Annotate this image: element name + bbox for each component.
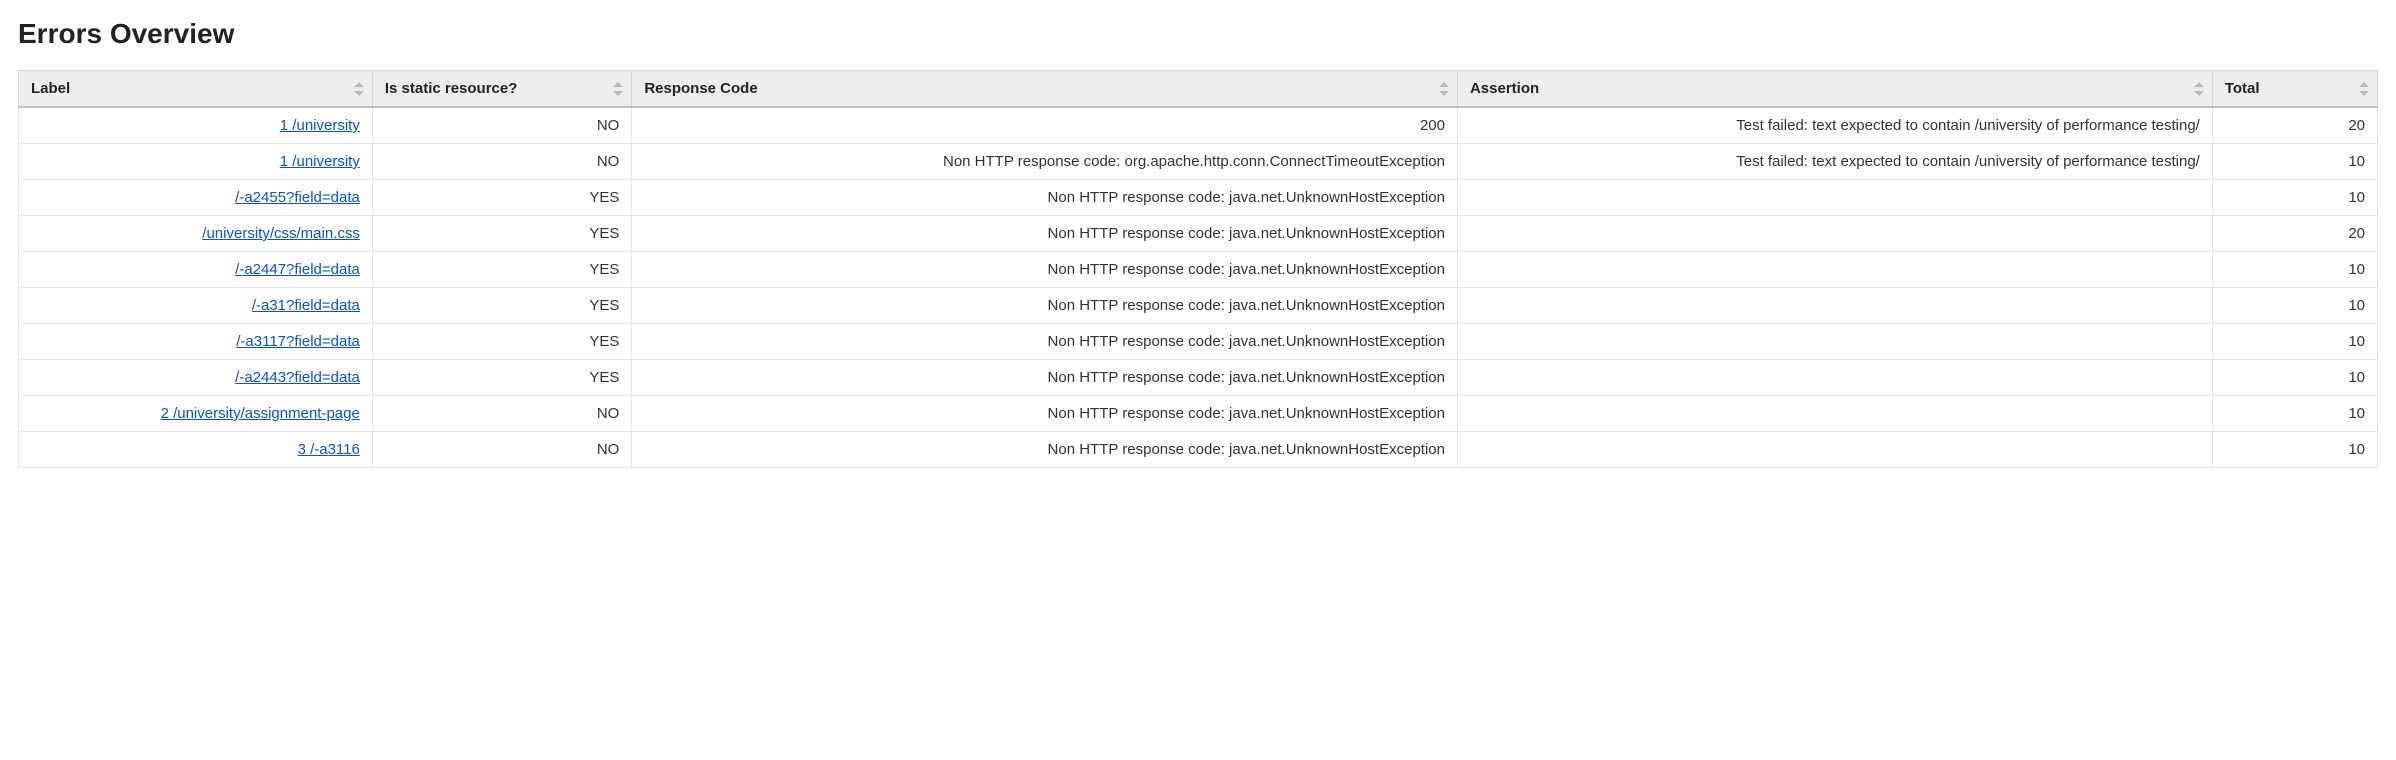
table-row: /-a3117?field=data YESNon HTTP response c… (19, 324, 2378, 360)
column-header-assertion[interactable]: Assertion (1457, 71, 2212, 108)
cell-response-code: Non HTTP response code: java.net.Unknown… (632, 288, 1458, 324)
column-header-label: Is static resource? (385, 80, 518, 97)
cell-total: 10 (2212, 396, 2377, 432)
cell-is-static: YES (372, 216, 631, 252)
label-link[interactable]: /-a31?field=data (252, 297, 360, 314)
label-link[interactable]: /-a2455?field=data (235, 189, 360, 206)
column-header-label: Label (31, 80, 70, 97)
cell-response-code: Non HTTP response code: java.net.Unknown… (632, 324, 1458, 360)
cell-total: 20 (2212, 107, 2377, 144)
cell-total: 10 (2212, 324, 2377, 360)
cell-is-static: NO (372, 144, 631, 180)
cell-assertion: Test failed: text expected to contain /u… (1457, 107, 2212, 144)
cell-assertion (1457, 432, 2212, 468)
cell-label: /-a31?field=data (19, 288, 373, 324)
cell-assertion: Test failed: text expected to contain /u… (1457, 144, 2212, 180)
table-row: /-a2447?field=data YESNon HTTP response c… (19, 252, 2378, 288)
sort-icon[interactable] (1439, 82, 1449, 96)
cell-response-code: 200 (632, 107, 1458, 144)
cell-label: /-a2447?field=data (19, 252, 373, 288)
cell-response-code: Non HTTP response code: java.net.Unknown… (632, 252, 1458, 288)
table-row: /university/css/main.css YESNon HTTP resp… (19, 216, 2378, 252)
cell-assertion (1457, 396, 2212, 432)
sort-icon[interactable] (2359, 82, 2369, 96)
cell-label: 1 /university (19, 144, 373, 180)
label-link[interactable]: /-a3117?field=data (236, 333, 360, 350)
cell-assertion (1457, 180, 2212, 216)
errors-table: Label Is static resource? Response Code Ass… (18, 70, 2378, 468)
cell-total: 10 (2212, 252, 2377, 288)
cell-label: 1 /university (19, 107, 373, 144)
cell-is-static: YES (372, 180, 631, 216)
cell-total: 10 (2212, 432, 2377, 468)
sort-icon[interactable] (354, 82, 364, 96)
cell-label: /-a3117?field=data (19, 324, 373, 360)
table-header-row: Label Is static resource? Response Code Ass… (19, 71, 2378, 108)
sort-icon[interactable] (2194, 82, 2204, 96)
table-row: 1 /university NONon HTTP response code: o… (19, 144, 2378, 180)
label-link[interactable]: /-a2447?field=data (235, 261, 360, 278)
table-row: /-a2443?field=data YESNon HTTP response c… (19, 360, 2378, 396)
cell-response-code: Non HTTP response code: org.apache.http.… (632, 144, 1458, 180)
cell-total: 10 (2212, 288, 2377, 324)
table-row: /-a31?field=data YESNon HTTP response cod… (19, 288, 2378, 324)
cell-assertion (1457, 324, 2212, 360)
cell-label: /-a2455?field=data (19, 180, 373, 216)
cell-assertion (1457, 252, 2212, 288)
cell-label: /university/css/main.css (19, 216, 373, 252)
page-title: Errors Overview (18, 18, 2378, 50)
cell-is-static: YES (372, 252, 631, 288)
column-header-label: Total (2225, 80, 2260, 97)
table-row: 1 /university NO200Test failed: text expe… (19, 107, 2378, 144)
cell-response-code: Non HTTP response code: java.net.Unknown… (632, 360, 1458, 396)
table-row: 2 /university/assignment-page NONon HTTP … (19, 396, 2378, 432)
cell-is-static: NO (372, 107, 631, 144)
cell-assertion (1457, 216, 2212, 252)
column-header-response[interactable]: Response Code (632, 71, 1458, 108)
cell-label: 3 /-a3116 (19, 432, 373, 468)
cell-is-static: YES (372, 360, 631, 396)
cell-response-code: Non HTTP response code: java.net.Unknown… (632, 216, 1458, 252)
cell-total: 10 (2212, 180, 2377, 216)
column-header-label: Assertion (1470, 80, 1539, 97)
cell-is-static: YES (372, 288, 631, 324)
column-header-label: Response Code (644, 80, 757, 97)
cell-label: 2 /university/assignment-page (19, 396, 373, 432)
column-header-is_static[interactable]: Is static resource? (372, 71, 631, 108)
label-link[interactable]: 2 /university/assignment-page (161, 405, 360, 422)
cell-is-static: YES (372, 324, 631, 360)
label-link[interactable]: /-a2443?field=data (235, 369, 360, 386)
cell-total: 10 (2212, 360, 2377, 396)
cell-response-code: Non HTTP response code: java.net.Unknown… (632, 432, 1458, 468)
cell-label: /-a2443?field=data (19, 360, 373, 396)
table-row: 3 /-a3116 NONon HTTP response code: java.… (19, 432, 2378, 468)
cell-is-static: NO (372, 432, 631, 468)
label-link[interactable]: /university/css/main.css (202, 225, 360, 242)
label-link[interactable]: 3 /-a3116 (298, 441, 360, 458)
label-link[interactable]: 1 /university (280, 153, 360, 170)
sort-icon[interactable] (613, 82, 623, 96)
cell-assertion (1457, 288, 2212, 324)
column-header-label[interactable]: Label (19, 71, 373, 108)
cell-response-code: Non HTTP response code: java.net.Unknown… (632, 396, 1458, 432)
cell-response-code: Non HTTP response code: java.net.Unknown… (632, 180, 1458, 216)
column-header-total[interactable]: Total (2212, 71, 2377, 108)
cell-assertion (1457, 360, 2212, 396)
label-link[interactable]: 1 /university (280, 117, 360, 134)
cell-total: 10 (2212, 144, 2377, 180)
cell-total: 20 (2212, 216, 2377, 252)
table-row: /-a2455?field=data YESNon HTTP response c… (19, 180, 2378, 216)
cell-is-static: NO (372, 396, 631, 432)
